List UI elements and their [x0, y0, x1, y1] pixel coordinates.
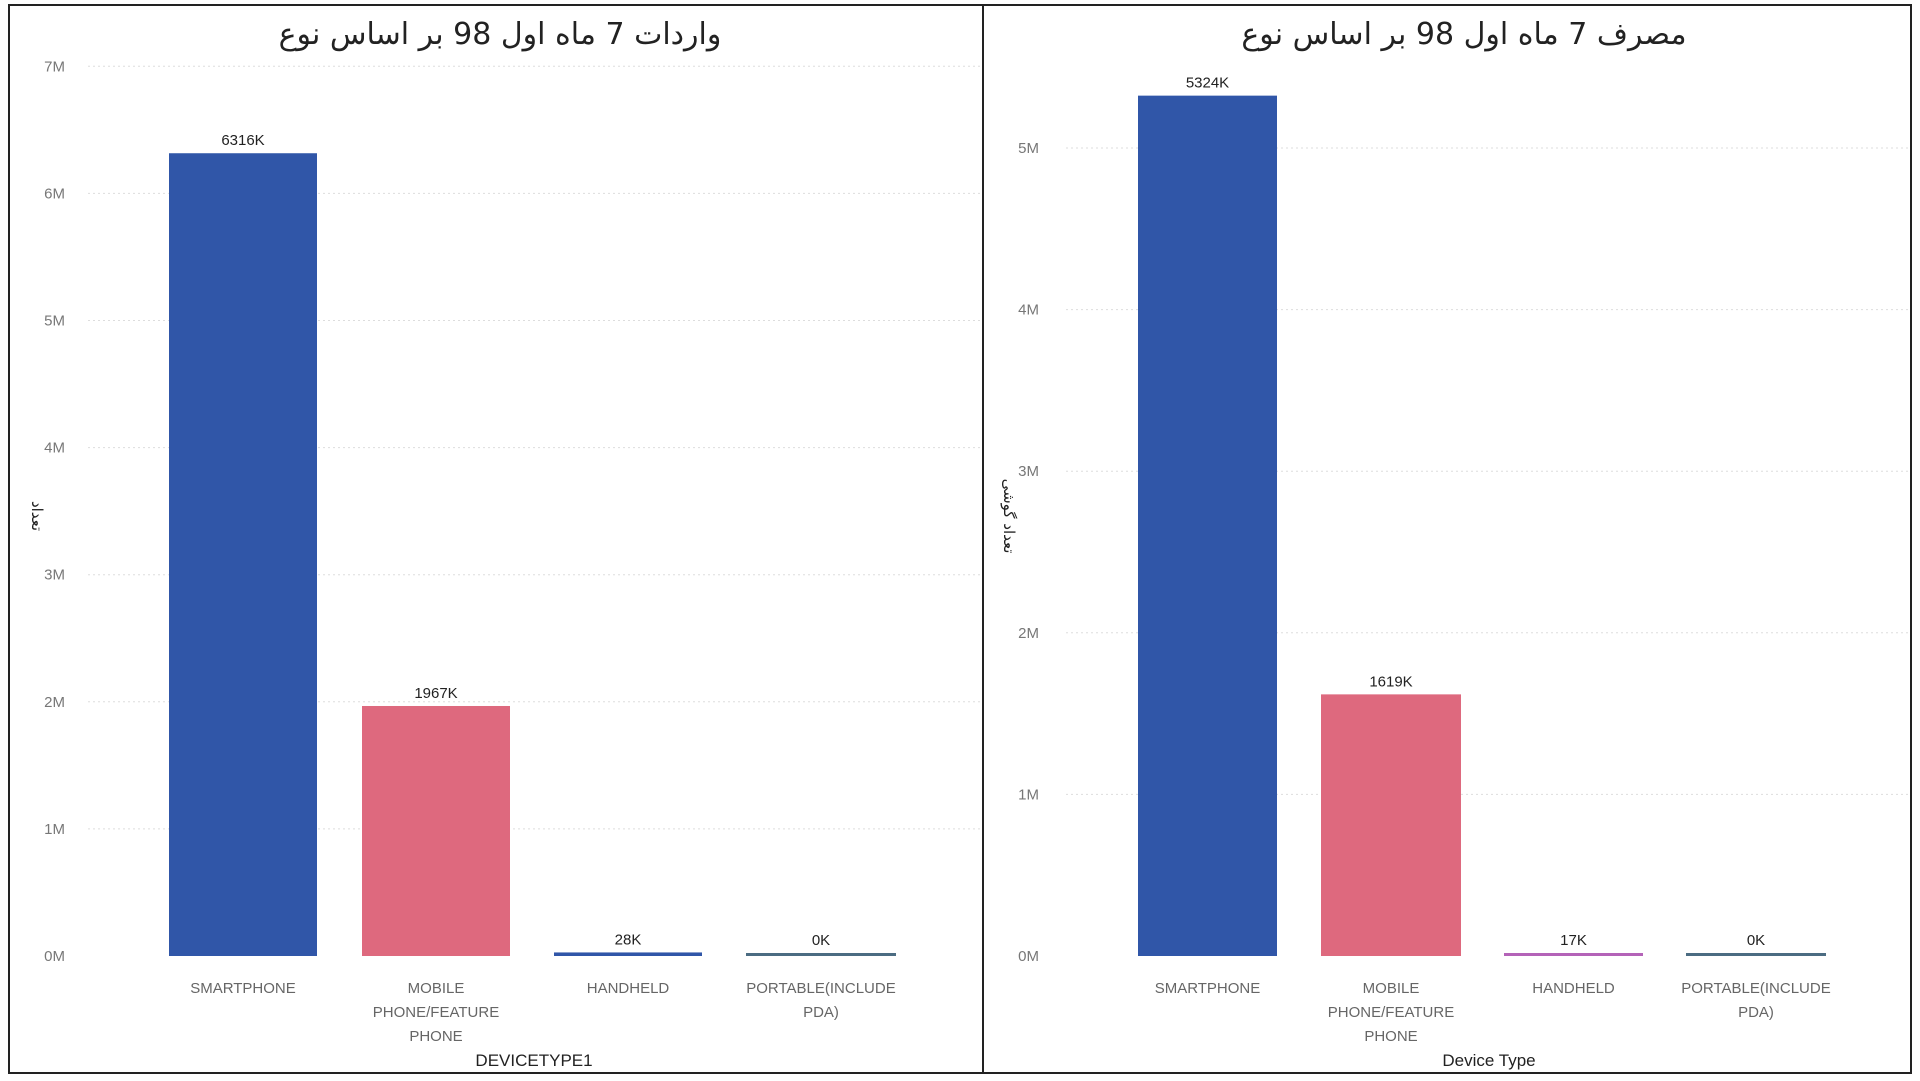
x-tick-label: PHONE/FEATURE — [1328, 1004, 1454, 1021]
bar[interactable] — [746, 953, 896, 956]
bar[interactable] — [1321, 694, 1461, 956]
y-tick-label: 7M — [44, 58, 65, 75]
y-tick-label: 0M — [44, 948, 65, 965]
x-tick-label: MOBILE — [1363, 980, 1420, 997]
data-label: 0K — [1747, 932, 1765, 949]
y-tick-label: 3M — [44, 567, 65, 584]
data-label: 1967K — [414, 685, 457, 702]
y-tick-label: 5M — [1018, 140, 1039, 157]
x-tick-label: HANDHELD — [1532, 980, 1615, 997]
bar[interactable] — [169, 153, 317, 957]
x-axis-title: DEVICETYPE1 — [475, 1051, 592, 1070]
x-tick-label: MOBILE — [408, 980, 465, 997]
y-tick-label: 5M — [44, 313, 65, 330]
consumption-chart: مصرف 7 ماه اول 98 بر اساس نوع تعداد گوشی… — [1000, 17, 1909, 1070]
y-tick-label: 1M — [1018, 786, 1039, 803]
y-tick-label: 2M — [44, 694, 65, 711]
imports-chart-panel: واردات 7 ماه اول 98 بر اساس نوع تعداد DE… — [8, 4, 984, 1074]
x-tick-label: PDA) — [1738, 1004, 1774, 1021]
x-tick-label: SMARTPHONE — [190, 980, 296, 997]
consumption-chart-panel: مصرف 7 ماه اول 98 بر اساس نوع تعداد گوشی… — [982, 4, 1912, 1074]
data-label: 17K — [1560, 932, 1587, 949]
y-tick-label: 4M — [44, 440, 65, 457]
bar[interactable] — [554, 952, 702, 956]
plot-area: 0M 1M 2M 3M 4M 5M 6M 7M 6316K SMARTPHONE 1967K MOBI… — [44, 58, 980, 1045]
data-label: 28K — [615, 931, 642, 948]
x-tick-label: PDA) — [803, 1004, 839, 1021]
y-tick-label: 4M — [1018, 302, 1039, 319]
bar[interactable] — [1138, 95, 1277, 956]
chart-title: مصرف 7 ماه اول 98 بر اساس نوع — [1241, 17, 1686, 52]
y-axis-title: تعداد — [28, 501, 46, 531]
x-tick-label: PHONE — [1364, 1028, 1417, 1045]
data-label: 1619K — [1369, 673, 1412, 690]
imports-chart: واردات 7 ماه اول 98 بر اساس نوع تعداد DE… — [28, 17, 980, 1070]
data-label: 0K — [812, 932, 830, 949]
y-tick-label: 6M — [44, 185, 65, 202]
x-axis-title: Device Type — [1442, 1051, 1535, 1070]
data-label: 5324K — [1186, 75, 1229, 92]
x-tick-label: PHONE/FEATURE — [373, 1004, 499, 1021]
x-tick-label: PORTABLE(INCLUDE — [1681, 980, 1830, 997]
bar[interactable] — [1686, 953, 1826, 956]
bar[interactable] — [362, 705, 510, 956]
x-tick-label: HANDHELD — [587, 980, 670, 997]
y-tick-label: 3M — [1018, 463, 1039, 480]
bar[interactable] — [1504, 953, 1643, 956]
x-tick-label: PHONE — [409, 1028, 462, 1045]
plot-area: 0M 1M 2M 3M 4M 5M 5324K SMARTPHONE 1619K MOBILE PH… — [1018, 75, 1909, 1045]
x-tick-label: SMARTPHONE — [1155, 980, 1261, 997]
y-axis-title: تعداد گوشی — [1000, 479, 1018, 554]
y-tick-label: 1M — [44, 821, 65, 838]
y-tick-label: 0M — [1018, 948, 1039, 965]
chart-title: واردات 7 ماه اول 98 بر اساس نوع — [279, 17, 722, 52]
y-tick-label: 2M — [1018, 625, 1039, 642]
x-tick-label: PORTABLE(INCLUDE — [746, 980, 895, 997]
data-label: 6316K — [221, 132, 264, 149]
